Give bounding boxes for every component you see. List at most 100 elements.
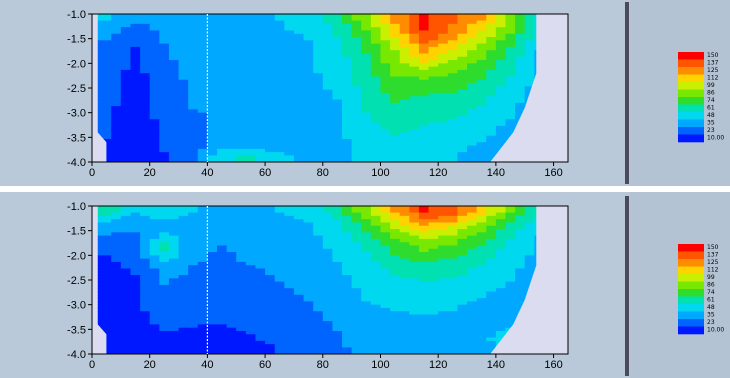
contour-cell [322,132,334,137]
contour-cell [226,265,237,270]
contour-cell [447,125,459,130]
contour-cell [390,109,401,114]
contour-cell [380,69,391,74]
contour-cell [534,23,537,28]
contour-cell [207,265,218,270]
contour-cell [111,225,122,230]
contour-cell [495,96,507,101]
contour-cell [159,317,170,322]
contour-cell [332,278,343,283]
contour-cell [351,56,362,61]
contour-cell [197,33,208,38]
contour-cell [467,321,478,325]
contour-cell [274,215,285,220]
contour-cell [486,69,497,74]
contour-cell [130,27,141,32]
contour-cell [313,284,324,289]
contour-cell [390,20,401,25]
contour-cell [486,340,497,345]
contour-cell [390,344,401,349]
contour-cell [265,307,276,312]
contour-cell [370,238,382,243]
contour-cell [293,145,305,150]
contour-cell [293,337,305,342]
contour-cell [428,261,439,266]
contour-cell [390,232,401,237]
contour-cell [380,125,391,130]
contour-cell [438,119,449,124]
contour-cell [217,89,228,94]
contour-cell [120,288,132,293]
contour-cell [438,321,449,325]
contour-cell [534,242,537,247]
contour-cell [524,86,535,91]
contour-cell [332,50,343,55]
contour-cell [476,284,487,289]
contour-cell [476,278,487,283]
contour-cell [534,215,537,220]
contour-cell [303,255,314,260]
contour-cell [274,96,285,101]
contour-cell [255,17,266,22]
contour-cell [149,242,160,247]
contour-cell [207,92,218,97]
contour-cell [284,238,295,243]
contour-cell [293,112,305,117]
contour-cell [188,152,199,157]
contour-cell [130,330,141,335]
contour-cell [111,268,122,273]
contour-cell [447,229,459,233]
contour-cell [380,46,391,51]
contour-cell [274,125,285,130]
contour-cell [274,242,285,247]
contour-cell [284,135,295,140]
contour-cell [467,23,478,28]
contour-cell [293,135,305,140]
contour-cell [418,222,430,227]
contour-cell [447,334,459,339]
contour-cell [428,102,439,107]
contour-cell [361,212,372,217]
contour-cell [168,119,180,124]
contour-cell [226,344,237,349]
contour-cell [274,86,285,91]
contour-cell [418,20,430,25]
contour-cell [399,314,410,319]
contour-cell [120,27,132,32]
contour-cell [495,314,507,319]
contour-cell [428,106,439,110]
contour-cell [313,135,324,140]
contour-cell [524,268,535,273]
contour-cell [351,66,362,71]
contour-cell [97,288,103,293]
contour-cell [197,37,208,41]
contour-cell [399,284,410,289]
contour-cell [399,119,410,124]
contour-cell [438,265,449,270]
contour-cell [524,73,535,78]
contour-cell [111,73,122,78]
colorbar-label: 99 [707,82,715,89]
contour-cell [361,158,372,162]
contour-cell [313,265,324,270]
contour-cell [111,271,122,276]
contour-cell [178,298,189,302]
contour-cell [168,327,180,332]
contour-cell [265,268,276,273]
contour-cell [140,53,151,58]
contour-cell [505,17,516,22]
contour-cell [188,112,199,117]
contour-cell [217,330,228,335]
contour-cell [245,50,257,55]
contour-cell [313,301,324,306]
contour-cell [168,252,180,256]
contour-cell [303,148,314,153]
contour-cell [293,79,305,84]
contour-cell [197,271,208,276]
contour-cell [207,298,218,302]
contour-cell [313,138,324,143]
contour-cell [197,30,208,35]
contour-cell [274,132,285,137]
contour-cell [111,135,122,140]
contour-cell [467,56,478,61]
